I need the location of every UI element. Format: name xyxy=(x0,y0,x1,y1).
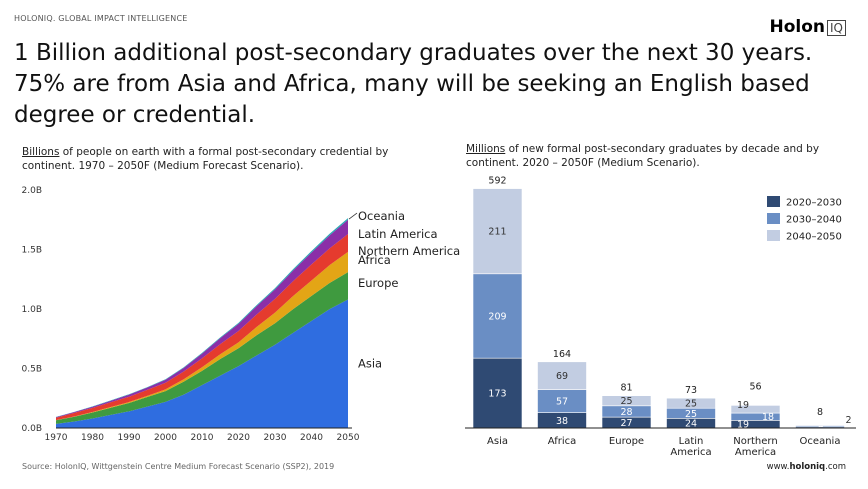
bar-latin-america-2040-2050 xyxy=(666,397,716,409)
x-category-label: America xyxy=(670,447,711,458)
x-category-label: Africa xyxy=(548,436,577,447)
y-tick-label: 0.0B xyxy=(22,424,43,434)
bar-northern-america-2030-2040 xyxy=(730,412,781,421)
source-note: Source: HolonIQ, Wittgenstein Centre Med… xyxy=(22,462,335,471)
bar-value-label: 19 xyxy=(737,420,749,431)
x-tick-label: 2040 xyxy=(300,433,323,443)
x-category-label: Latin xyxy=(679,436,704,447)
area-label-oceania: Oceania xyxy=(358,209,405,223)
area-caption-unit: Billions xyxy=(22,146,60,158)
x-category-label: Europe xyxy=(609,436,644,447)
bar-oceania-2020-2030 xyxy=(795,426,845,429)
logo-iq-box: IQ xyxy=(827,20,846,36)
bar-value-label: 28 xyxy=(620,407,632,418)
bar-value-label: 18 xyxy=(762,412,774,423)
y-tick-label: 0.5B xyxy=(22,365,43,375)
bar-value-label: 3 xyxy=(799,419,805,430)
bar-value-label: 211 xyxy=(488,227,506,238)
area-label-latin-america: Latin America xyxy=(358,227,438,241)
bar-total-label: 8 xyxy=(817,407,823,418)
brand-kicker: HOLONIQ. GLOBAL IMPACT INTELLIGENCE xyxy=(14,14,188,23)
headline: 1 Billion additional post-secondary grad… xyxy=(14,40,813,128)
area-label-asia: Asia xyxy=(358,357,382,371)
bar-europe-2030-2040 xyxy=(601,405,652,418)
area-caption-text: of people on earth with a formal post-se… xyxy=(22,146,389,172)
area-series-latin-america xyxy=(56,219,348,418)
bar-oceania-2040-2050 xyxy=(795,424,845,426)
x-category-label: Asia xyxy=(487,436,508,447)
x-category-label: Oceania xyxy=(800,436,841,447)
bar-value-label: 69 xyxy=(556,371,568,382)
x-tick-label: 2050 xyxy=(337,433,360,443)
bar-value-label: 209 xyxy=(488,311,506,322)
legend-label-2020-2030: 2020–2030 xyxy=(786,198,842,209)
bar-total-label: 592 xyxy=(488,176,506,187)
bar-value-label: 2 xyxy=(845,415,851,426)
y-tick-label: 1.5B xyxy=(22,246,43,256)
bar-europe-2020-2030 xyxy=(601,416,652,429)
bar-value-label: 25 xyxy=(685,399,697,410)
area-series-oceania xyxy=(56,218,348,418)
x-tick-label: 2030 xyxy=(264,433,287,443)
bar-caption-unit: Millions xyxy=(466,143,506,155)
x-tick-label: 2020 xyxy=(227,433,250,443)
bar-caption-text: of new formal post-secondary graduates b… xyxy=(466,143,820,169)
bar-northern-america-2020-2030 xyxy=(730,420,781,429)
holoniq-logo: Holon IQ xyxy=(769,17,846,37)
bar-africa-2030-2040 xyxy=(537,389,587,413)
bar-value-label: 173 xyxy=(488,389,506,400)
bar-value-label: 38 xyxy=(556,416,568,427)
bar-total-label: 73 xyxy=(685,385,697,396)
url-suffix: .com xyxy=(825,462,846,472)
bar-chart-caption: Millions of new formal post-secondary gr… xyxy=(466,142,846,170)
x-category-label: America xyxy=(735,447,776,458)
area-label-europe: Europe xyxy=(358,276,398,290)
legend-label-2040-2050: 2040–2050 xyxy=(786,232,842,243)
bar-value-label: 27 xyxy=(620,418,632,429)
legend-swatch-2030-2040 xyxy=(767,213,780,224)
area-series-northern-america xyxy=(56,234,348,421)
legend-swatch-2020-2030 xyxy=(767,196,780,207)
bar-value-label: 3 xyxy=(818,419,824,430)
x-tick-label: 2000 xyxy=(154,433,177,443)
bar-total-label: 56 xyxy=(749,381,761,392)
website-url: www.holoniq.com xyxy=(767,462,846,472)
bar-value-label: 25 xyxy=(620,396,632,407)
area-chart-caption: Billions of people on earth with a forma… xyxy=(22,145,442,173)
x-tick-label: 2010 xyxy=(191,433,214,443)
bar-africa-2020-2030 xyxy=(537,412,587,429)
legend-label-2030-2040: 2030–2040 xyxy=(786,215,842,226)
area-label-africa: Africa xyxy=(358,253,391,267)
x-category-label: Northern xyxy=(733,436,777,447)
area-series-europe xyxy=(56,272,348,424)
oceania-leader-line xyxy=(348,212,358,220)
area-series-asia xyxy=(56,299,348,428)
logo-text: Holon xyxy=(769,17,826,37)
x-tick-label: 1980 xyxy=(81,433,104,443)
bar-latin-america-2020-2030 xyxy=(666,418,716,429)
bar-value-label: 19 xyxy=(737,400,749,411)
bar-total-label: 164 xyxy=(553,349,571,360)
bar-northern-america-2040-2050 xyxy=(730,405,781,414)
bar-value-label: 24 xyxy=(685,419,697,430)
area-series-africa xyxy=(56,251,348,421)
bar-europe-2040-2050 xyxy=(601,395,652,407)
url-brand: holoniq xyxy=(789,462,826,472)
area-label-northern-america: Northern America xyxy=(358,244,460,258)
bar-oceania-2030-2040 xyxy=(795,425,845,428)
x-tick-label: 1990 xyxy=(118,433,141,443)
bar-total-label: 81 xyxy=(620,383,632,394)
bar-value-label: 57 xyxy=(556,397,568,408)
x-tick-label: 1970 xyxy=(45,433,68,443)
bar-asia-2020-2030 xyxy=(472,357,523,429)
bar-latin-america-2030-2040 xyxy=(666,407,716,419)
y-tick-label: 2.0B xyxy=(22,186,43,196)
bar-value-label: 25 xyxy=(685,409,697,420)
bar-africa-2040-2050 xyxy=(537,361,587,390)
url-prefix: www. xyxy=(766,462,790,472)
bar-asia-2030-2040 xyxy=(472,273,523,359)
legend-swatch-2040-2050 xyxy=(767,230,780,241)
y-tick-label: 1.0B xyxy=(22,305,43,315)
bar-asia-2040-2050 xyxy=(472,188,523,275)
